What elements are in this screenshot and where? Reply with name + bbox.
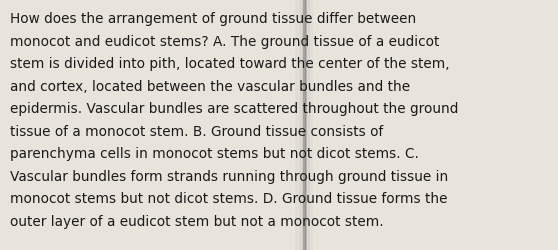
- Text: outer layer of a eudicot stem but not a monocot stem.: outer layer of a eudicot stem but not a …: [10, 214, 384, 228]
- Text: stem is divided into pith, located toward the center of the stem,: stem is divided into pith, located towar…: [10, 57, 450, 71]
- Text: monocot and eudicot stems? A. The ground tissue of a eudicot: monocot and eudicot stems? A. The ground…: [10, 34, 439, 48]
- Text: parenchyma cells in monocot stems but not dicot stems. C.: parenchyma cells in monocot stems but no…: [10, 147, 419, 160]
- Text: monocot stems but not dicot stems. D. Ground tissue forms the: monocot stems but not dicot stems. D. Gr…: [10, 192, 448, 205]
- Text: Vascular bundles form strands running through ground tissue in: Vascular bundles form strands running th…: [10, 169, 448, 183]
- Text: How does the arrangement of ground tissue differ between: How does the arrangement of ground tissu…: [10, 12, 416, 26]
- Text: and cortex, located between the vascular bundles and the: and cortex, located between the vascular…: [10, 80, 410, 94]
- Text: epidermis. Vascular bundles are scattered throughout the ground: epidermis. Vascular bundles are scattere…: [10, 102, 458, 116]
- Text: tissue of a monocot stem. B. Ground tissue consists of: tissue of a monocot stem. B. Ground tiss…: [10, 124, 383, 138]
